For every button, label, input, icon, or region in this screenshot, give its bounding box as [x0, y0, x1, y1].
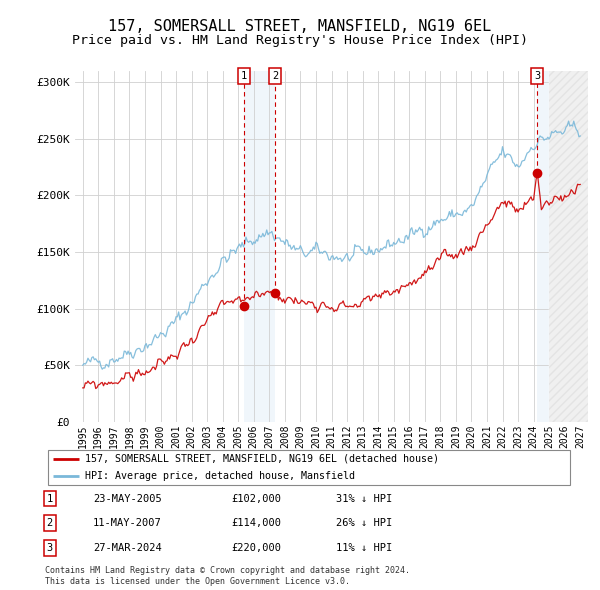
Text: 23-MAY-2005: 23-MAY-2005 — [93, 494, 162, 503]
Bar — [549, 71, 588, 422]
Text: 3: 3 — [47, 543, 53, 553]
Text: £220,000: £220,000 — [231, 543, 281, 553]
Text: 2: 2 — [272, 71, 278, 81]
Text: 27-MAR-2024: 27-MAR-2024 — [93, 543, 162, 553]
Text: This data is licensed under the Open Government Licence v3.0.: This data is licensed under the Open Gov… — [45, 577, 350, 586]
Text: 2: 2 — [47, 519, 53, 528]
Text: 11% ↓ HPI: 11% ↓ HPI — [336, 543, 392, 553]
Text: 26% ↓ HPI: 26% ↓ HPI — [336, 519, 392, 528]
Text: £114,000: £114,000 — [231, 519, 281, 528]
Text: 11-MAY-2007: 11-MAY-2007 — [93, 519, 162, 528]
Text: 157, SOMERSALL STREET, MANSFIELD, NG19 6EL (detached house): 157, SOMERSALL STREET, MANSFIELD, NG19 6… — [85, 454, 439, 464]
Text: 1: 1 — [47, 494, 53, 503]
Text: 31% ↓ HPI: 31% ↓ HPI — [336, 494, 392, 503]
Text: 157, SOMERSALL STREET, MANSFIELD, NG19 6EL: 157, SOMERSALL STREET, MANSFIELD, NG19 6… — [109, 19, 491, 34]
Bar — [538, 71, 588, 422]
FancyBboxPatch shape — [47, 450, 571, 485]
Bar — [244, 71, 275, 422]
Text: 3: 3 — [534, 71, 541, 81]
Text: £102,000: £102,000 — [231, 494, 281, 503]
Text: HPI: Average price, detached house, Mansfield: HPI: Average price, detached house, Mans… — [85, 471, 355, 481]
Text: Contains HM Land Registry data © Crown copyright and database right 2024.: Contains HM Land Registry data © Crown c… — [45, 566, 410, 575]
Bar — [549, 71, 588, 422]
Text: 1: 1 — [241, 71, 247, 81]
Text: Price paid vs. HM Land Registry's House Price Index (HPI): Price paid vs. HM Land Registry's House … — [72, 34, 528, 47]
